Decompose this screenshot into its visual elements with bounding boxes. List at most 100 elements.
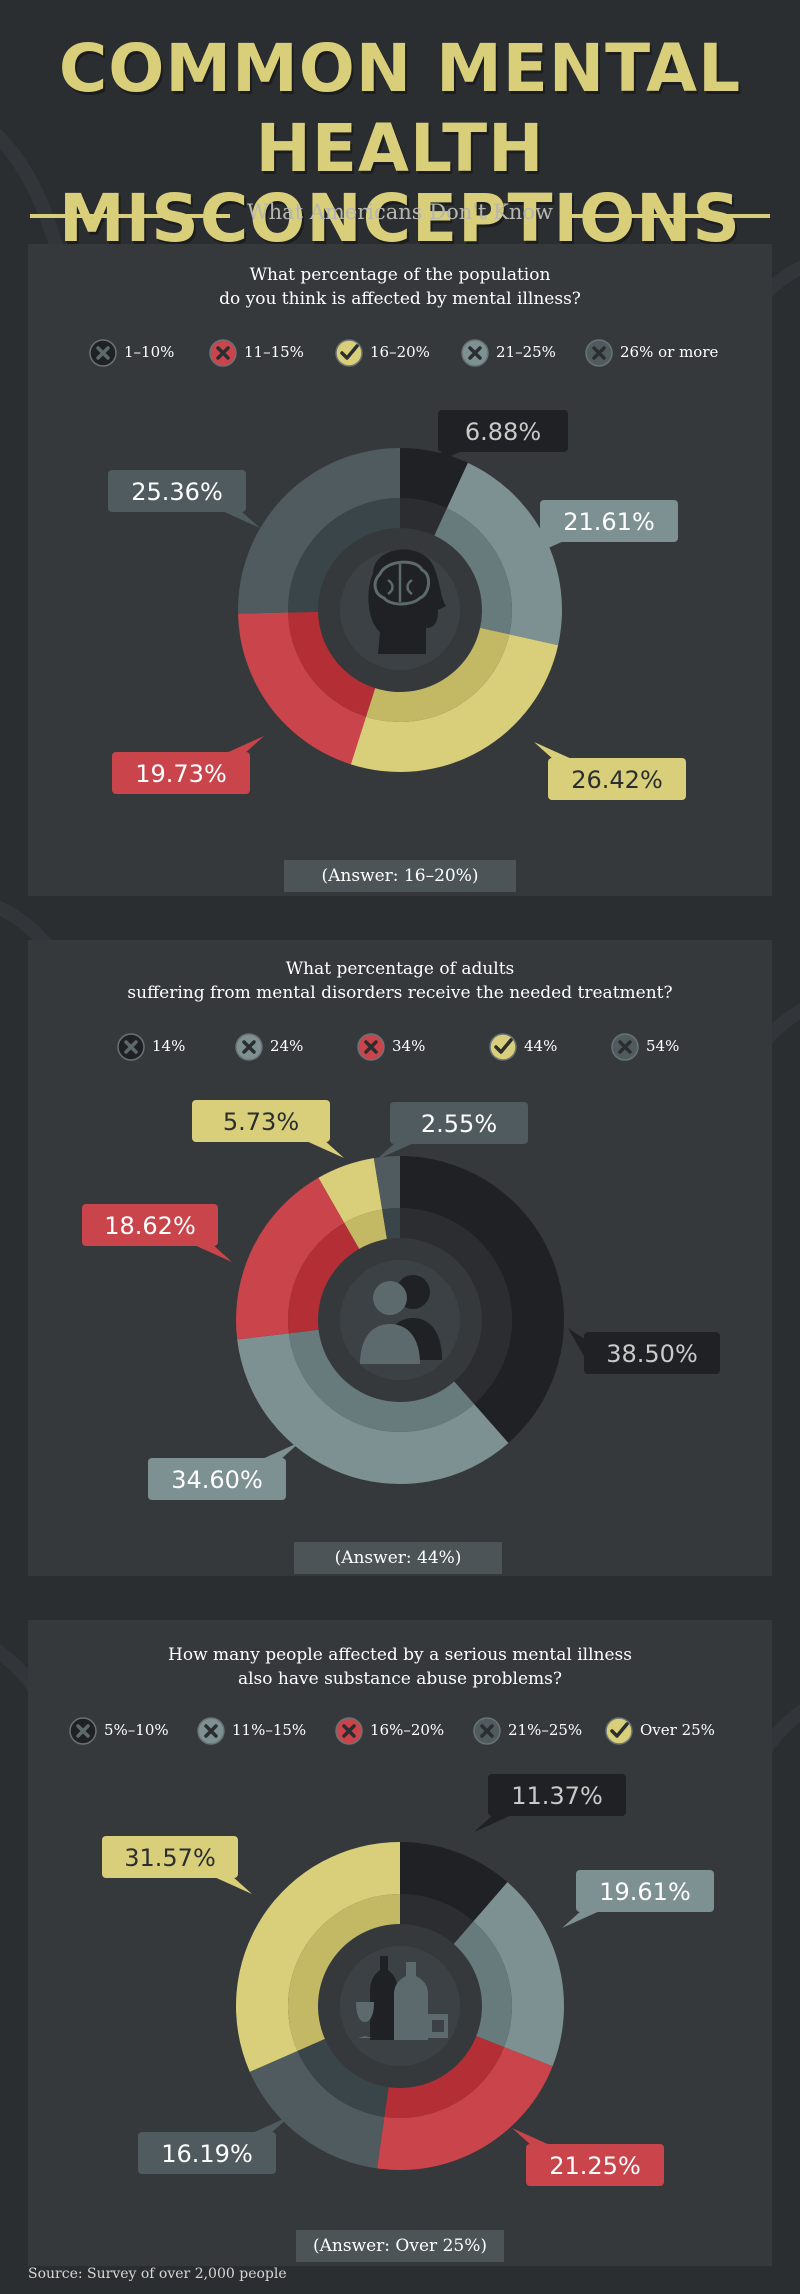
donut-slice-inner — [434, 508, 512, 635]
donut-slice-inner — [288, 1222, 360, 1334]
donut-slice — [318, 1158, 383, 1223]
donut-slice-inner — [288, 1894, 400, 2051]
legend-label: 5%–10% — [104, 1721, 169, 1739]
check-circle-icon — [489, 1033, 517, 1061]
data-label-text: 2.55% — [421, 1110, 497, 1138]
data-label: 11.37% — [474, 1774, 626, 1832]
donut-slice — [238, 448, 400, 614]
question-panel-3: How many people affected by a serious me… — [28, 1620, 772, 2266]
subtitle-rule-right — [570, 214, 770, 218]
legend: 1–10% 11–15% 16–20% 21–25% 26% or more — [28, 338, 772, 368]
question-line-2: suffering from mental disorders receive … — [127, 983, 673, 1003]
x-circle-icon — [89, 339, 117, 367]
question-line-1: How many people affected by a serious me… — [168, 1645, 632, 1665]
donut-slice-inner — [400, 1894, 474, 1945]
x-circle-icon — [234, 1032, 264, 1062]
data-label-text: 31.57% — [124, 1844, 216, 1872]
data-label: 34.60% — [148, 1442, 300, 1500]
brain-head-icon — [340, 549, 460, 670]
question-line-1: What percentage of adults — [285, 959, 515, 979]
data-label: 6.88% — [424, 410, 568, 468]
two-people-icon — [340, 1260, 460, 1380]
data-label: 18.62% — [82, 1204, 232, 1262]
question-line-2: also have substance abuse problems? — [237, 1669, 562, 1689]
legend: 5%–10% 11%–15% 16%–20% 21%–25% Over 25% — [28, 1716, 772, 1746]
donut-labels: 38.50% 34.60% 18.62% 5.73% 2.55% — [82, 1100, 720, 1500]
data-label: 38.50% — [568, 1328, 720, 1374]
data-label: 16.19% — [138, 2116, 290, 2174]
legend-label: 44% — [524, 1037, 558, 1055]
data-label-text: 25.36% — [131, 478, 223, 506]
x-circle-icon — [473, 1717, 501, 1745]
question-panel-2: What percentage of adults suffering from… — [28, 940, 772, 1576]
data-label-text: 26.42% — [571, 766, 663, 794]
data-label-text: 21.25% — [549, 2152, 641, 2180]
donut-slice — [373, 1156, 400, 1210]
source-note: Source: Survey of over 2,000 people — [28, 2266, 287, 2282]
page-title-line-1: COMMON MENTAL — [58, 30, 742, 107]
legend-label: 34% — [392, 1037, 426, 1055]
x-circle-icon — [334, 1716, 364, 1746]
data-label: 25.36% — [108, 470, 260, 528]
donut-labels: 11.37% 19.61% 21.25% 16.19% 31.57% — [102, 1774, 714, 2186]
legend-label: 1–10% — [124, 343, 175, 361]
donut-slice — [400, 1156, 564, 1444]
x-circle-icon — [197, 1717, 225, 1745]
x-circle-icon — [69, 1717, 97, 1745]
subtitle-rule-left — [30, 214, 230, 218]
donut-slice — [473, 1882, 564, 2067]
check-circle-icon — [604, 1716, 634, 1746]
x-circle-icon — [610, 1032, 640, 1062]
x-circle-icon — [88, 338, 118, 368]
data-label-text: 6.88% — [465, 418, 541, 446]
check-circle-icon — [605, 1717, 633, 1745]
question-line-1: What percentage of the population — [249, 265, 551, 285]
donut-slice-inner — [365, 627, 510, 722]
bottles-glasses-icon — [340, 1946, 460, 2066]
donut-slices — [238, 448, 562, 772]
donut-slice — [237, 1333, 509, 1484]
data-label: 5.73% — [192, 1100, 344, 1158]
donut-slice — [350, 634, 559, 772]
x-circle-icon — [117, 1033, 145, 1061]
donut-slice — [238, 612, 366, 765]
donut-slice — [377, 2047, 553, 2170]
data-label: 19.73% — [112, 736, 264, 794]
donut-chart-2: 38.50% 34.60% 18.62% 5.73% 2.55% — [82, 1100, 720, 1500]
x-circle-icon — [209, 339, 237, 367]
data-label-text: 19.73% — [135, 760, 227, 788]
x-circle-icon — [208, 338, 238, 368]
donut-slice — [446, 462, 562, 646]
donut-chart-3: 11.37% 19.61% 21.25% 16.19% 31.57% — [102, 1774, 714, 2186]
legend-label: 21–25% — [496, 343, 556, 361]
data-label-text: 5.73% — [223, 1108, 299, 1136]
donut-slices — [236, 1156, 564, 1484]
legend-label: 16%–20% — [370, 1721, 445, 1739]
question-panel-1: What percentage of the population do you… — [28, 244, 772, 896]
data-label-text: 11.37% — [511, 1782, 603, 1810]
header: COMMON MENTAL HEALTH MISCONCEPTIONS What… — [0, 0, 800, 254]
donut-slices — [235, 1842, 564, 2170]
donut-slice — [249, 2050, 385, 2169]
donut-slice-inner — [288, 1329, 475, 1432]
subtitle-row: What Americans Don't Know — [30, 196, 770, 226]
data-label-text: 38.50% — [606, 1340, 698, 1368]
answer-badge: (Answer: 16–20%) — [284, 860, 516, 892]
x-circle-icon — [356, 1032, 386, 1062]
data-label-text: 16.19% — [161, 2140, 253, 2168]
x-circle-icon — [335, 1717, 363, 1745]
data-label: 26.42% — [534, 742, 686, 800]
page-title-line-2: HEALTH MISCONCEPTIONS — [59, 110, 741, 257]
answer-badge: (Answer: Over 25%) — [296, 2230, 504, 2262]
data-label-text: 19.61% — [599, 1878, 691, 1906]
donut-slice — [400, 1842, 508, 1922]
data-label: 21.25% — [512, 2128, 664, 2186]
donut-slice-inner — [453, 1921, 512, 2048]
donut-slice-inner — [400, 498, 447, 536]
check-circle-icon — [335, 339, 363, 367]
donut-slice-inner — [344, 1209, 387, 1249]
page-subtitle: What Americans Don't Know — [247, 200, 553, 224]
data-label-text: 34.60% — [171, 1466, 263, 1494]
donut-slice-inner — [384, 2036, 505, 2118]
donut-slice-inner — [400, 1208, 513, 1405]
